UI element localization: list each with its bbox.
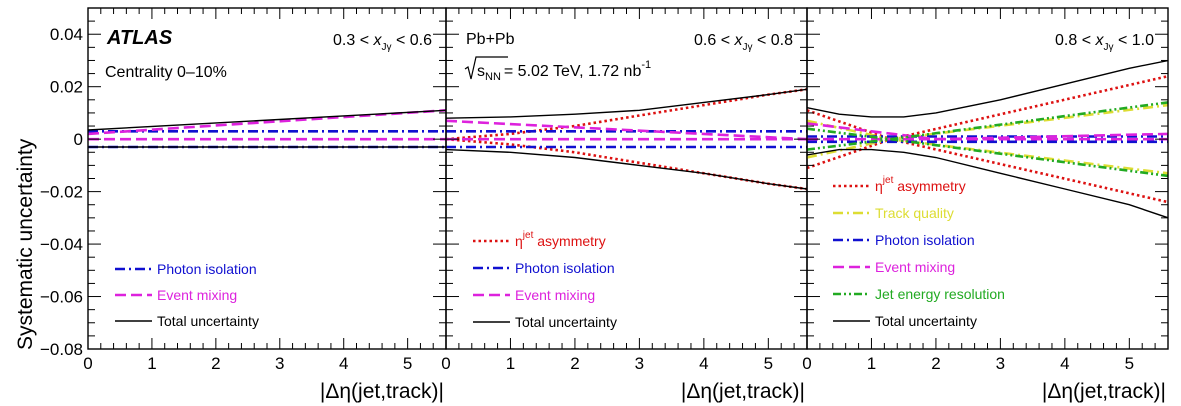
legend-label-total-uncertainty: Total uncertainty [515, 314, 617, 330]
x-tick-label: 4 [1060, 354, 1069, 373]
y-tick-label: 0.02 [50, 78, 83, 97]
legend: ηjet asymmetry Photon isolation Event mixi… [473, 230, 617, 330]
legend: Photon isolation Event mixing Total uncert… [115, 261, 259, 329]
panel-left: 0 1 2 3 4 5 −0.08 −0.06 −0.04 −0.02 0 0.02 0.04 |Δη(j… [40, 7, 447, 403]
series-total-uncertainty-upper [88, 109, 446, 131]
x-tick-label: 2 [931, 354, 940, 373]
svg-text:sNN= 5.02 TeV, 1.72 nb-1: sNN = 5.02 TeV, 1.72 nb-1 [477, 59, 651, 83]
legend-label-photon-isolation: Photon isolation [157, 261, 257, 277]
series-lines [446, 88, 807, 191]
legend-label-total-uncertainty: Total uncertainty [875, 313, 977, 329]
x-tick-label: 0 [83, 354, 92, 373]
x-tick-label: 5 [403, 354, 412, 373]
series-total-uncertainty-upper [807, 59, 1168, 118]
y-tick-label: −0.08 [40, 340, 83, 359]
bin-range-label: 0.8 < xJγ < 1.0 [1055, 32, 1154, 53]
centrality-label: Centrality 0–10% [105, 64, 227, 81]
plot-frame [87, 7, 447, 350]
y-tick-label: 0 [74, 130, 83, 149]
x-tick-label: 0 [802, 354, 811, 373]
series-jet-energy-resolution-lower [807, 137, 1168, 178]
legend-label-jet-asymmetry: ηjet asymmetry [875, 175, 966, 194]
x-tick-label: 4 [339, 354, 348, 373]
series-total-uncertainty-lower [446, 148, 807, 190]
lumi-superscript: -1 [641, 59, 651, 71]
series-lines [807, 59, 1168, 219]
x-tick-label: 0 [441, 354, 450, 373]
x-tick-label: 1 [147, 354, 156, 373]
x-tick-label: 3 [996, 354, 1005, 373]
y-tick-label: 0.04 [50, 25, 83, 44]
x-tick-label: 3 [635, 354, 644, 373]
energy-label: sNN = 5.02 TeV, 1.72 nb-1 [464, 56, 651, 83]
sqrt-s-subscript: NN [485, 71, 501, 83]
y-tick-label: −0.04 [40, 235, 83, 254]
x-tick-label: 1 [506, 354, 515, 373]
y-tick-label: −0.02 [40, 183, 83, 202]
x-axis-label: |Δη(jet,track)| [1042, 380, 1166, 403]
series-track-quality-lower [807, 137, 1168, 175]
legend-label-event-mixing: Event mixing [875, 259, 955, 275]
legend-label-total-uncertainty: Total uncertainty [157, 313, 259, 329]
legend: ηjet asymmetry Track quality Photon isolat… [833, 175, 1005, 329]
sqrt-symbol [464, 56, 508, 80]
x-tick-label: 4 [699, 354, 708, 373]
panel-middle: 0 1 2 3 4 5 |Δη(jet,track)| 0.6 < xJγ < 0.8 ηjet… [441, 7, 808, 403]
series-total-uncertainty-upper [446, 88, 807, 119]
panel-right: 0 1 2 3 4 5 |Δη(jet,track)| 0.8 < xJγ < 1.0 ηjet… [802, 7, 1169, 403]
y-tick-label: −0.06 [40, 288, 83, 307]
x-tick-label: 5 [1125, 354, 1134, 373]
y-axis-label: Systematic uncertainty [14, 138, 37, 350]
series-event-mixing-upper [446, 119, 807, 141]
legend-label-photon-isolation: Photon isolation [515, 260, 615, 276]
system-label: Pb+Pb [466, 31, 515, 48]
x-tick-label: 1 [867, 354, 876, 373]
x-tick-label: 3 [275, 354, 284, 373]
legend-label-jet-asymmetry: ηjet asymmetry [515, 230, 606, 249]
series-lines [88, 109, 446, 149]
x-axis-label: |Δη(jet,track)| [320, 380, 444, 403]
annotations: ATLAS Centrality 0–10% Pb+Pb sNN = 5.02 T… [105, 27, 651, 83]
bin-range-label: 0.6 < xJγ < 0.8 [694, 32, 793, 53]
plot-frame [445, 7, 808, 350]
series-total-uncertainty-lower [807, 148, 1168, 219]
sqrt-s-label: s [477, 63, 485, 80]
legend-label-photon-isolation: Photon isolation [875, 232, 975, 248]
x-axis-label: |Δη(jet,track)| [681, 380, 805, 403]
bin-range-label: 0.3 < xJγ < 0.6 [333, 32, 432, 53]
legend-label-event-mixing: Event mixing [157, 287, 237, 303]
x-tick-label: 2 [211, 354, 220, 373]
legend-label-jet-energy-resolution: Jet energy resolution [875, 286, 1005, 302]
x-tick-label: 5 [764, 354, 773, 373]
energy-value: = 5.02 TeV, 1.72 nb [504, 63, 642, 80]
x-tick-label: 2 [570, 354, 579, 373]
legend-label-track-quality: Track quality [875, 205, 954, 221]
legend-label-event-mixing: Event mixing [515, 287, 595, 303]
atlas-label: ATLAS [106, 27, 173, 49]
